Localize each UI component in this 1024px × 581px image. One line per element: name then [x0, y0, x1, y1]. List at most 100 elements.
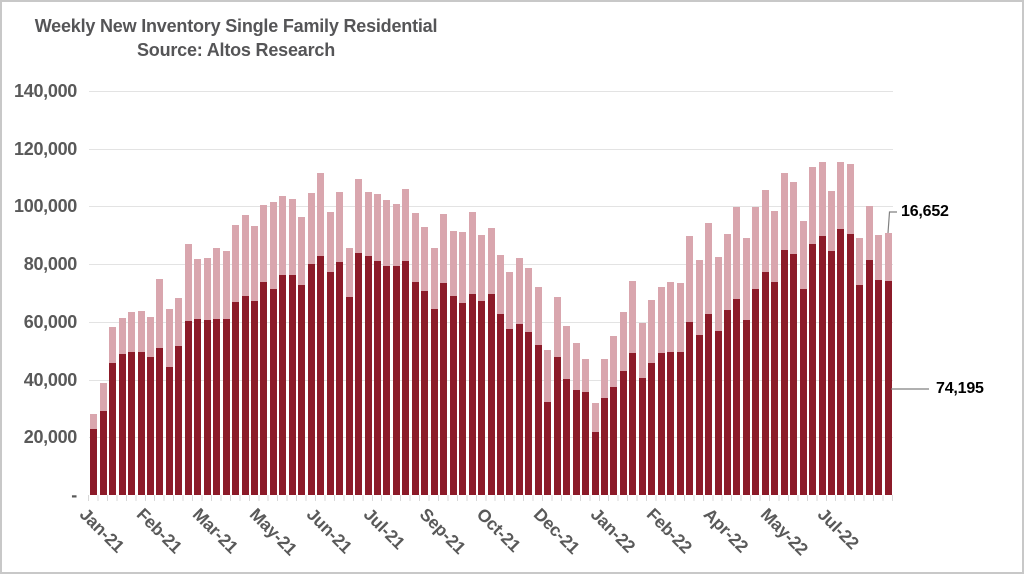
bar-segment-dark	[109, 362, 117, 495]
bar-segment-light	[582, 358, 590, 392]
bar-segment-dark	[856, 285, 864, 495]
bar-week-5	[128, 312, 136, 495]
bar-week-26	[326, 211, 334, 495]
bar-segment-light	[884, 232, 892, 281]
bar-segment-light	[837, 162, 845, 230]
bar-segment-dark	[553, 357, 561, 495]
bar-segment-dark	[515, 324, 523, 495]
bar-segment-light	[90, 414, 98, 429]
bar-segment-light	[771, 210, 779, 283]
plot-area	[89, 91, 893, 495]
bar-segment-light	[468, 211, 476, 295]
bar-segment-dark	[790, 254, 798, 495]
bar-segment-light	[601, 359, 608, 399]
bar-week-61	[657, 286, 665, 495]
bar-segment-dark	[298, 285, 306, 495]
bar-week-45	[506, 271, 514, 495]
bar-week-35	[411, 212, 419, 495]
bar-week-73	[771, 210, 779, 495]
bar-segment-light	[459, 231, 467, 304]
chart-title: Weekly New Inventory Single Family Resid…	[25, 14, 447, 62]
bar-segment-dark	[288, 275, 296, 495]
bar-segment-dark	[610, 387, 618, 495]
bar-segment-dark	[809, 243, 817, 495]
bar-week-84	[875, 235, 883, 495]
bar-week-68	[723, 234, 731, 495]
bar-week-28	[345, 248, 353, 495]
bar-week-65	[695, 260, 703, 495]
y-axis-tick-label: 140,000	[14, 81, 77, 101]
bar-week-20	[269, 201, 277, 495]
bar-week-56	[610, 336, 618, 495]
bar-segment-dark	[336, 262, 344, 495]
bar-segment-dark	[156, 348, 164, 495]
bar-segment-light	[430, 248, 438, 309]
y-axis-tick-label: 100,000	[14, 196, 77, 217]
bar-segment-dark	[213, 318, 221, 495]
bar-segment-dark	[307, 264, 315, 495]
bar-segment-dark	[506, 329, 514, 495]
bar-week-2	[99, 382, 107, 495]
bar-segment-dark	[194, 318, 202, 495]
bar-week-43	[487, 228, 495, 495]
bar-segment-light	[241, 215, 249, 297]
bar-week-39	[449, 230, 457, 495]
bar-segment-dark	[90, 428, 98, 495]
bar-week-14	[213, 248, 221, 495]
gridline	[89, 206, 893, 208]
bar-week-42	[478, 235, 486, 495]
bar-week-40	[459, 231, 467, 495]
bar-segment-dark	[487, 294, 495, 495]
bar-week-44	[496, 255, 504, 495]
bar-segment-dark	[468, 294, 476, 495]
bar-week-76	[799, 221, 807, 495]
bar-segment-light	[478, 235, 486, 301]
bar-week-22	[288, 198, 296, 495]
bar-segment-dark	[269, 289, 277, 495]
bar-week-51	[563, 326, 571, 495]
bar-segment-dark	[184, 321, 192, 495]
bar-week-6	[137, 311, 145, 495]
bar-segment-dark	[459, 303, 467, 495]
bar-segment-light	[194, 258, 202, 319]
chart-title-line1: Weekly New Inventory Single Family Resid…	[34, 16, 438, 36]
bar-segment-light	[203, 258, 211, 321]
bar-segment-dark	[241, 296, 249, 495]
bar-segment-dark	[478, 300, 486, 495]
bar-week-81	[846, 163, 854, 495]
bar-week-15	[222, 250, 230, 495]
bar-week-71	[752, 207, 760, 495]
bar-week-4	[118, 318, 126, 495]
bar-segment-light	[411, 212, 419, 282]
bar-segment-light	[686, 235, 694, 322]
bar-segment-light	[695, 260, 703, 336]
bar-week-75	[790, 182, 798, 495]
bar-segment-light	[865, 205, 873, 261]
bar-segment-dark	[629, 353, 637, 495]
bar-segment-light	[723, 234, 731, 311]
y-axis-tick-label: 40,000	[23, 369, 78, 390]
bar-segment-light	[525, 268, 533, 332]
bar-segment-light	[544, 350, 552, 402]
bar-segment-light	[440, 213, 448, 284]
bar-segment-light	[449, 230, 457, 296]
bar-week-30	[364, 191, 372, 495]
bar-segment-light	[128, 312, 136, 352]
bar-segment-light	[752, 207, 760, 290]
bar-segment-light	[875, 235, 883, 281]
bar-segment-light	[392, 203, 400, 267]
bar-week-62	[667, 282, 675, 495]
bar-segment-light	[534, 286, 542, 346]
bar-week-12	[194, 258, 202, 495]
bar-week-59	[638, 322, 646, 495]
bar-segment-dark	[695, 335, 703, 495]
bar-week-60	[648, 300, 656, 495]
bar-week-32	[383, 199, 391, 495]
bar-segment-dark	[828, 250, 836, 495]
bar-week-13	[203, 258, 211, 495]
y-axis-tick-label: 20,000	[23, 427, 78, 448]
bar-segment-dark	[440, 283, 448, 495]
bar-segment-dark	[884, 280, 892, 495]
bar-segment-light	[232, 224, 240, 303]
